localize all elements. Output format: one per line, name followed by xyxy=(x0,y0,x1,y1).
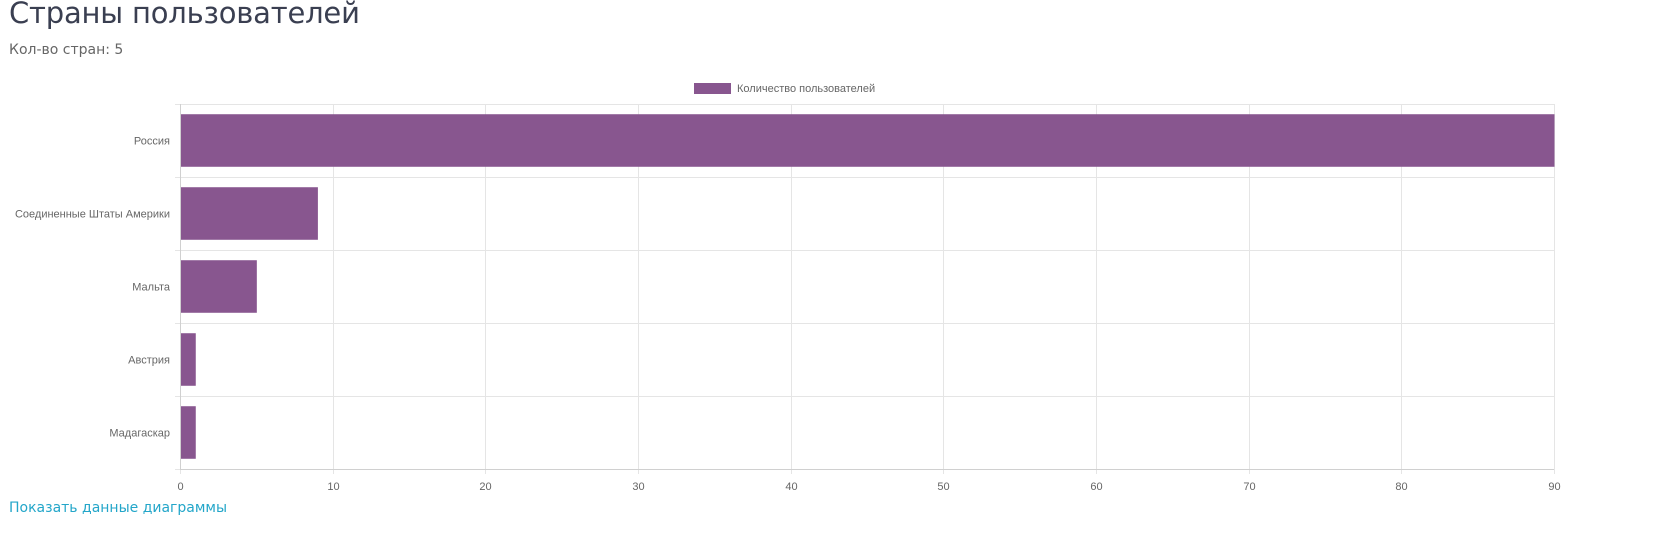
page-title: Страны пользователей xyxy=(9,0,360,30)
x-tick-label: 50 xyxy=(937,481,949,493)
x-tick-label: 30 xyxy=(632,481,644,493)
bar[interactable] xyxy=(180,333,196,386)
x-tick-label: 0 xyxy=(177,481,183,493)
bar[interactable] xyxy=(180,114,1555,167)
y-category-label: Россия xyxy=(134,136,170,148)
x-tick-label: 90 xyxy=(1548,481,1560,493)
x-tick-label: 40 xyxy=(785,481,797,493)
x-tick-label: 80 xyxy=(1395,481,1407,493)
x-tick-label: 10 xyxy=(327,481,339,493)
y-category-label: Соединенные Штаты Америки xyxy=(15,209,170,221)
show-chart-data-link[interactable]: Показать данные диаграммы xyxy=(9,500,228,516)
bars xyxy=(180,114,1555,459)
y-category-label: Австрия xyxy=(128,355,170,367)
bar[interactable] xyxy=(180,187,318,240)
legend-label[interactable]: Количество пользователей xyxy=(737,83,875,95)
y-category-label: Мадагаскар xyxy=(109,428,170,440)
bar[interactable] xyxy=(180,406,196,459)
x-tick-label: 60 xyxy=(1090,481,1102,493)
axes: 0 10 20 30 40 50 60 70 80 90 Россия Соединенные Шта… xyxy=(15,104,1561,493)
x-tick-label: 20 xyxy=(479,481,491,493)
legend-swatch[interactable] xyxy=(694,83,731,94)
bar[interactable] xyxy=(180,260,257,313)
country-count: Кол-во стран: 5 xyxy=(9,42,124,58)
x-tick-label: 70 xyxy=(1243,481,1255,493)
users-by-country-chart: 0 10 20 30 40 50 60 70 80 90 Россия Соединенные Шта… xyxy=(15,83,1561,493)
legend[interactable]: Количество пользователей xyxy=(694,83,875,95)
y-category-label: Мальта xyxy=(132,282,171,294)
